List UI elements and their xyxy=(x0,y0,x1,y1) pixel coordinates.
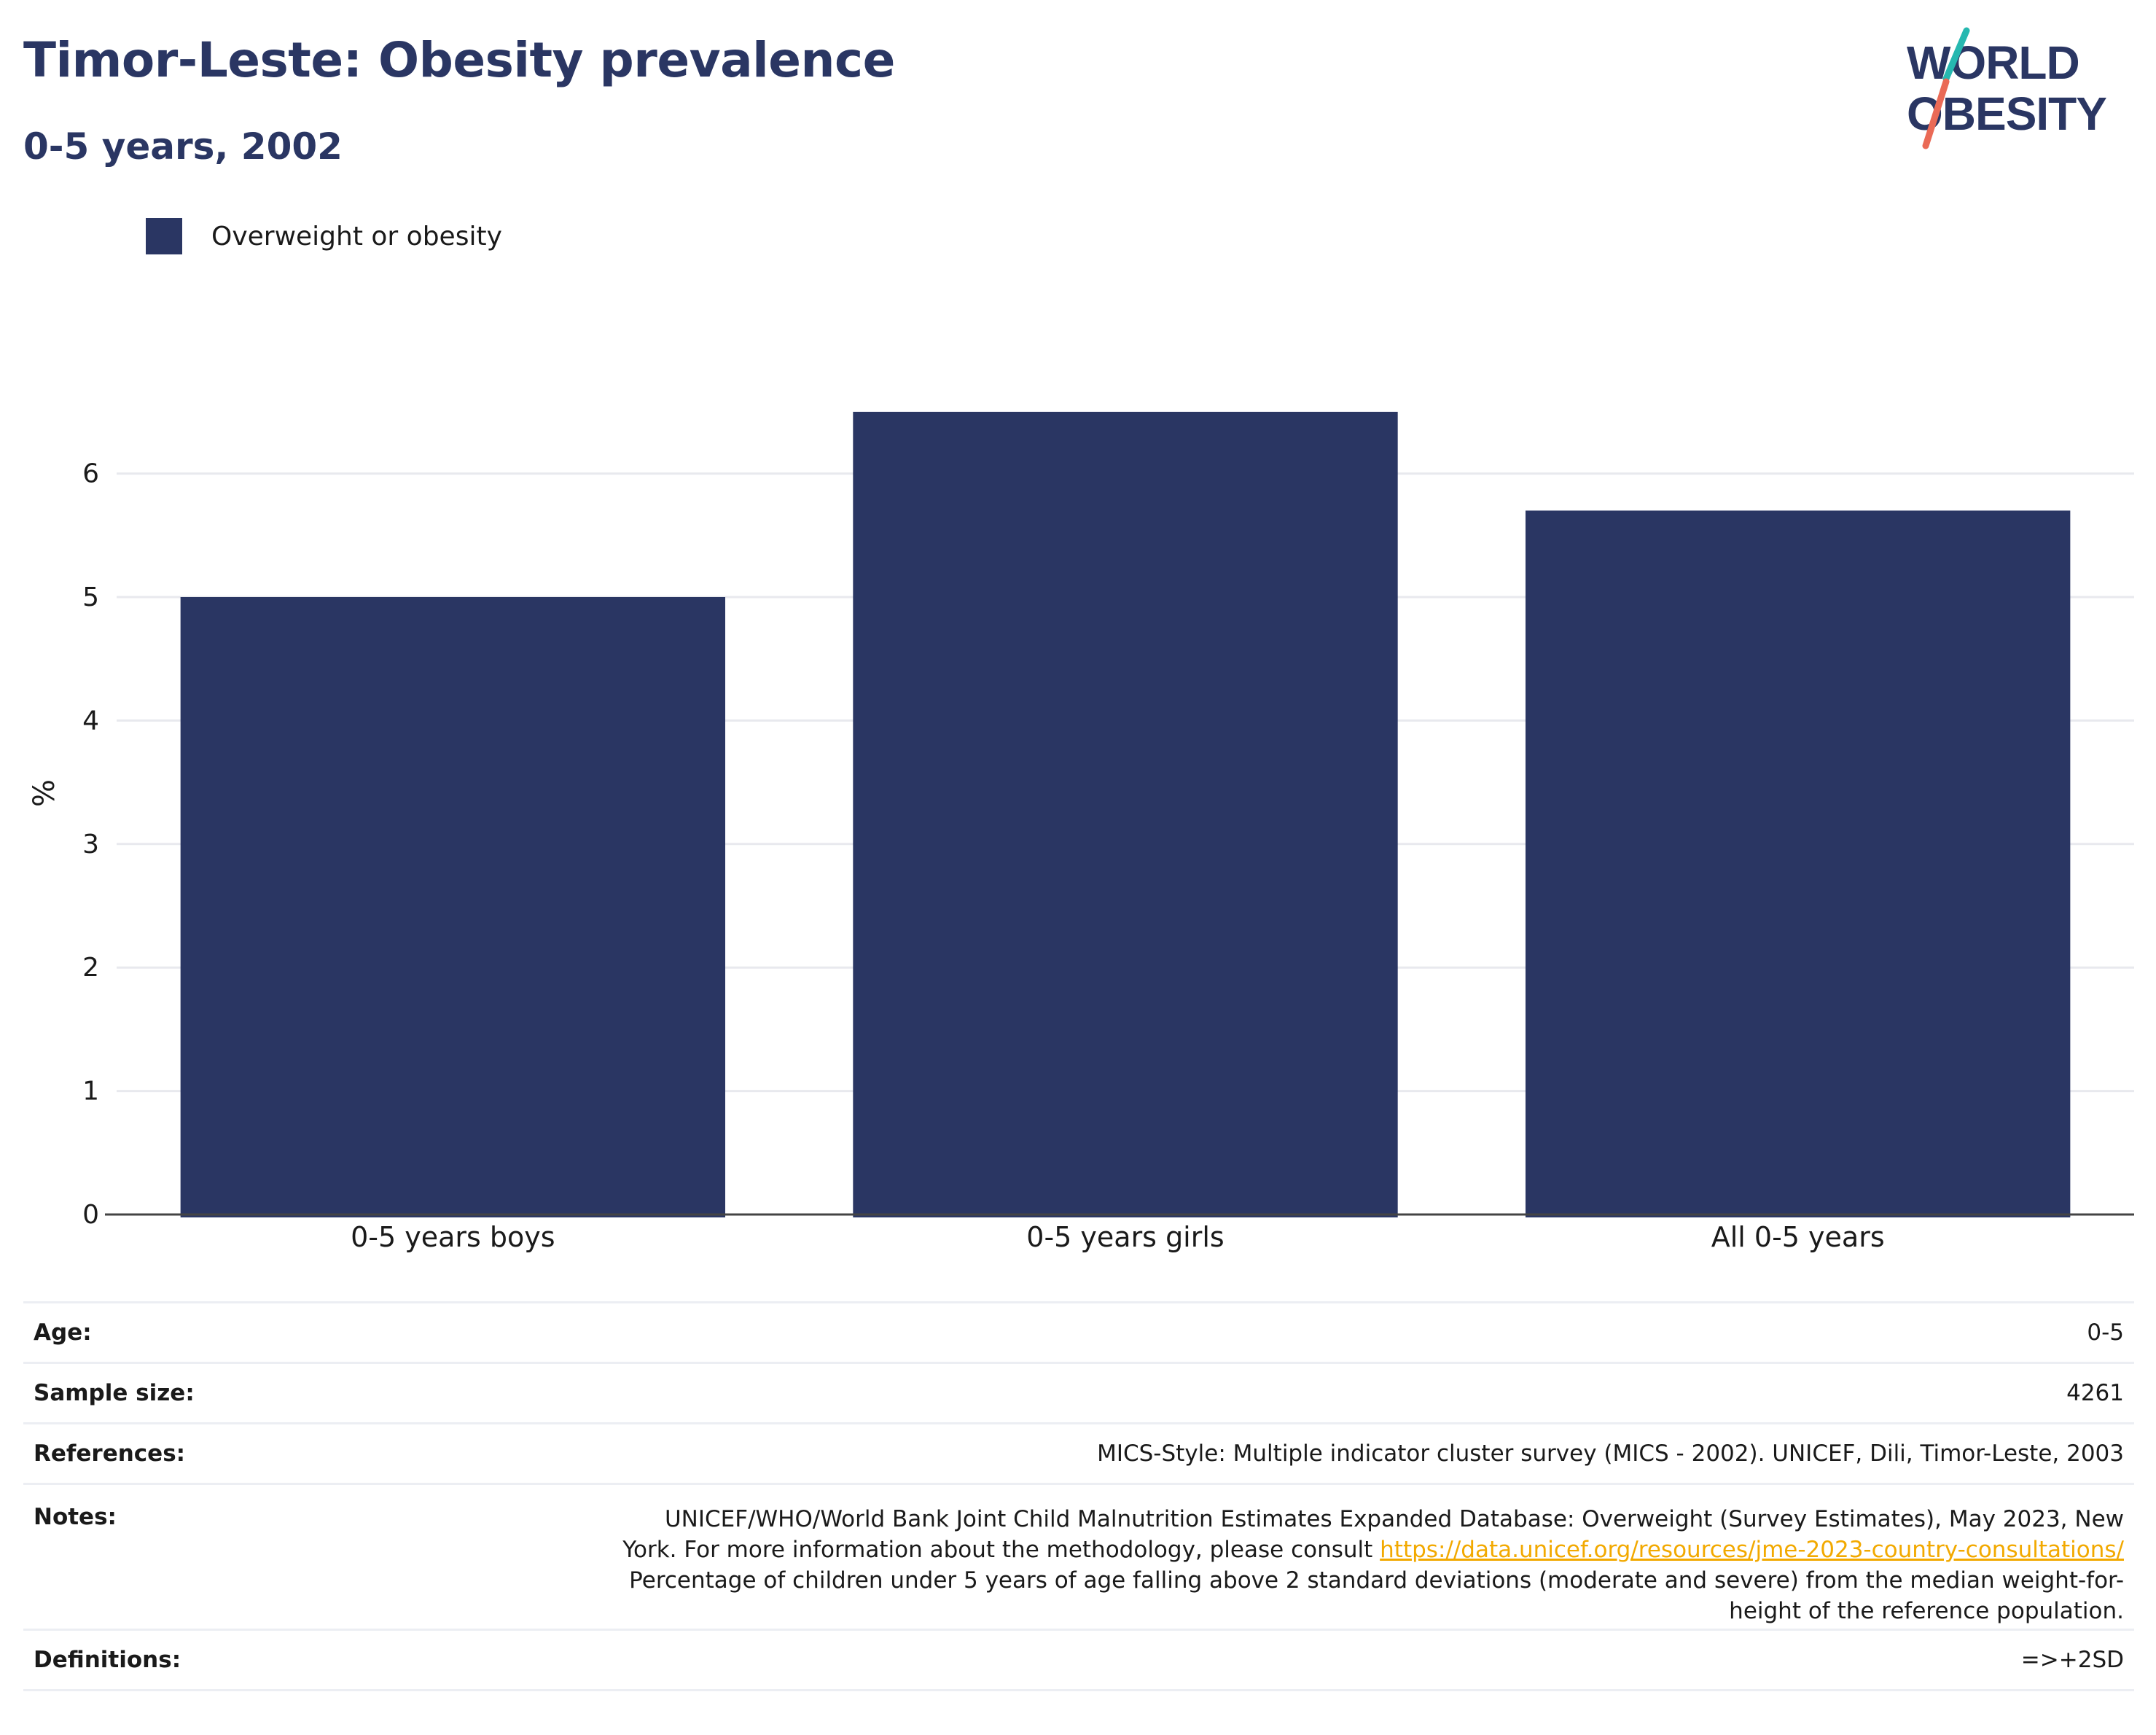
y-tick-label: 5 xyxy=(82,582,99,612)
chart-title: Timor-Leste: Obesity prevalence xyxy=(23,32,895,88)
x-tick-label: 0-5 years boys xyxy=(351,1221,555,1253)
meta-sample-size-value: 4261 xyxy=(2066,1380,2124,1406)
meta-row-definitions: Definitions: =>+2SD xyxy=(23,1629,2134,1691)
y-axis-label: % xyxy=(28,779,61,807)
meta-notes-label: Notes: xyxy=(34,1504,117,1530)
meta-row-notes: Notes: UNICEF/WHO/World Bank Joint Child… xyxy=(23,1483,2134,1629)
meta-sample-size-label: Sample size: xyxy=(34,1380,195,1406)
bar xyxy=(1525,510,2071,1217)
methodology-link[interactable]: https://data.unicef.org/resources/jme-20… xyxy=(1380,1537,2124,1563)
axes: 0 1 2 3 4 5 6 0-5 years boys 0-5 years girls All … xyxy=(28,459,2134,1253)
chart-subtitle: 0-5 years, 2002 xyxy=(23,125,343,168)
metadata-table: Age: 0-5 Sample size: 4261 References: M… xyxy=(23,1301,2134,1691)
meta-age-label: Age: xyxy=(34,1319,92,1346)
meta-row-age: Age: 0-5 xyxy=(23,1301,2134,1362)
bar xyxy=(853,411,1398,1217)
y-tick-label: 2 xyxy=(82,953,99,983)
bar xyxy=(180,597,726,1217)
y-tick-label: 3 xyxy=(82,830,99,859)
bars xyxy=(180,411,2071,1217)
meta-row-references: References: MICS-Style: Multiple indicat… xyxy=(23,1422,2134,1483)
meta-references-label: References: xyxy=(34,1440,186,1467)
legend: Overweight or obesity xyxy=(146,217,502,255)
meta-definitions-label: Definitions: xyxy=(34,1647,181,1673)
legend-swatch xyxy=(146,218,182,254)
meta-row-sample-size: Sample size: 4261 xyxy=(23,1362,2134,1422)
y-tick-label: 4 xyxy=(82,706,99,736)
bar-chart: 0 1 2 3 4 5 6 0-5 years boys 0-5 years girls All … xyxy=(28,411,2134,1253)
x-tick-label: 0-5 years girls xyxy=(1026,1221,1224,1253)
y-tick-label: 0 xyxy=(82,1200,99,1230)
y-tick-label: 1 xyxy=(82,1077,99,1107)
legend-label: Overweight or obesity xyxy=(211,221,502,252)
meta-definitions-value: =>+2SD xyxy=(2020,1647,2124,1673)
meta-references-value: MICS-Style: Multiple indicator cluster s… xyxy=(1097,1440,2124,1467)
logo-slash-coral xyxy=(1922,78,1950,149)
x-tick-label: All 0-5 years xyxy=(1711,1221,1885,1253)
world-obesity-logo: WORLD OBESITY xyxy=(1907,27,2107,149)
logo-line1: WORLD xyxy=(1907,36,2079,89)
meta-notes-value: UNICEF/WHO/World Bank Joint Child Malnut… xyxy=(608,1504,2124,1626)
logo-slash-teal xyxy=(1942,27,1970,82)
y-tick-label: 6 xyxy=(82,459,99,489)
meta-age-value: 0-5 xyxy=(2087,1319,2124,1346)
notes-text-before-link: UNICEF/WHO/World Bank Joint Child Malnut… xyxy=(622,1506,2124,1563)
notes-text-after-link: Percentage of children under 5 years of … xyxy=(629,1567,2124,1624)
